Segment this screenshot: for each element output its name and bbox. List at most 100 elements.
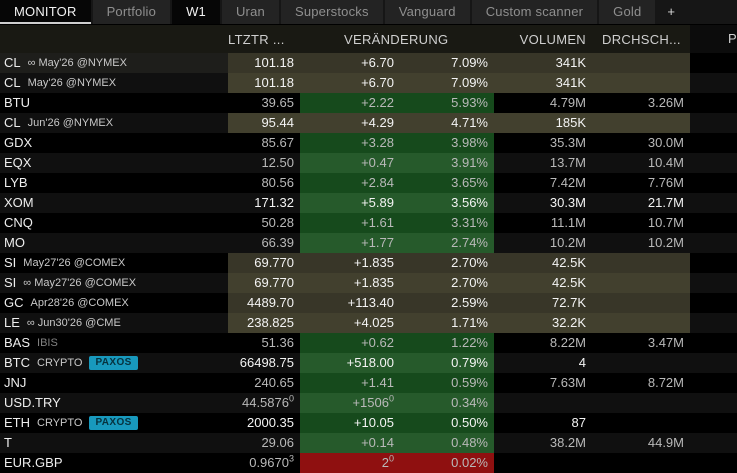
- contract-detail: CRYPTO: [37, 357, 83, 369]
- tab-portfolio[interactable]: Portfolio: [92, 0, 171, 24]
- volume-cell: 8.22M: [549, 335, 586, 350]
- table-row[interactable]: CL Jun'26 @NYMEX 95.44 +4.29 4.71% 185K: [0, 113, 737, 133]
- ticker-symbol: MO: [4, 235, 25, 250]
- volume-cell: 35.3M: [549, 135, 586, 150]
- tab-custom-scanner[interactable]: Custom scanner: [471, 0, 598, 24]
- table-row[interactable]: BAS IBIS 51.36 +0.62 1.22% 8.22M 3.47M: [0, 333, 737, 353]
- change-cell: +0.62: [300, 333, 400, 353]
- tab-w1[interactable]: W1: [172, 0, 220, 24]
- table-row[interactable]: EUR.GBP 0.96703 20 0.02%: [0, 453, 737, 473]
- table-row[interactable]: BTC CRYPTO PAXOS 66498.75 +518.00 0.79% …: [0, 353, 737, 373]
- tab-vanguard[interactable]: Vanguard: [384, 0, 470, 24]
- header-last-price[interactable]: LTZTR ...: [228, 31, 285, 47]
- percent-cell: 3.31%: [400, 213, 494, 233]
- p-cell: [690, 113, 737, 133]
- table-row[interactable]: GDX 85.67 +3.28 3.98% 35.3M 30.0M: [0, 133, 737, 153]
- volume-cell: 341K: [494, 73, 592, 93]
- table-row[interactable]: EQX 12.50 +0.47 3.91% 13.7M 10.4M: [0, 153, 737, 173]
- p-cell: [690, 293, 737, 313]
- table-row[interactable]: LE ∞ Jun30'26 @CME 238.825 +4.025 1.71% …: [0, 313, 737, 333]
- tab-superstocks[interactable]: Superstocks: [280, 0, 383, 24]
- ticker-cell: CL ∞ May'26 @NYMEX: [0, 53, 228, 73]
- p-cell: [690, 373, 737, 393]
- ticker-symbol: BTC: [4, 355, 30, 370]
- percent-cell: 0.48%: [400, 433, 494, 453]
- avg-volume-cell: [592, 253, 690, 273]
- table-row[interactable]: LYB 80.56 +2.84 3.65% 7.42M 7.76M: [0, 173, 737, 193]
- p-cell: [690, 93, 737, 113]
- table-header: LTZTR ... VERÄNDERUNG VOLUMEN DRCHSCH...…: [0, 25, 737, 53]
- volume-cell: [494, 393, 592, 413]
- percent-cell: 0.02%: [400, 453, 494, 473]
- last-price-cell: 69.770: [228, 273, 300, 293]
- percent-cell: 3.65%: [400, 173, 494, 193]
- table-row[interactable]: XOM 171.32 +5.89 3.56% 30.3M 21.7M: [0, 193, 737, 213]
- avg-volume-cell: 7.76M: [647, 175, 684, 190]
- avg-volume-cell: [592, 313, 690, 333]
- contract-detail: IBIS: [37, 337, 58, 349]
- avg-volume-cell: [592, 113, 690, 133]
- ticker-cell: CL May'26 @NYMEX: [0, 73, 228, 93]
- table-row[interactable]: ETH CRYPTO PAXOS 2000.35 +10.05 0.50% 87: [0, 413, 737, 433]
- contract-detail: CRYPTO: [37, 417, 83, 429]
- tab-gold[interactable]: Gold: [599, 0, 656, 24]
- table-row[interactable]: GC Apr28'26 @COMEX 4489.70 +113.40 2.59%…: [0, 293, 737, 313]
- volume-cell: 30.3M: [549, 195, 586, 210]
- change-cell: +1.41: [300, 373, 400, 393]
- change-cell: +2.22: [300, 93, 400, 113]
- header-p[interactable]: P: [690, 25, 737, 53]
- change-cell: +3.28: [300, 133, 400, 153]
- percent-cell: 2.74%: [400, 233, 494, 253]
- table-row[interactable]: USD.TRY 44.58760 +15060 0.34%: [0, 393, 737, 413]
- contract-detail: Apr28'26 @COMEX: [30, 297, 129, 309]
- tab-uran[interactable]: Uran: [221, 0, 279, 24]
- ticker-cell: LE ∞ Jun30'26 @CME: [0, 313, 228, 333]
- ticker-cell: SI May27'26 @COMEX: [0, 253, 228, 273]
- table-row[interactable]: T 29.06 +0.14 0.48% 38.2M 44.9M: [0, 433, 737, 453]
- p-cell: [690, 173, 737, 193]
- table-row[interactable]: CL May'26 @NYMEX 101.18 +6.70 7.09% 341K: [0, 73, 737, 93]
- avg-volume-cell: [592, 453, 690, 473]
- p-cell: [690, 273, 737, 293]
- last-price-cell: 2000.35: [247, 415, 294, 430]
- table-row[interactable]: SI May27'26 @COMEX 69.770 +1.835 2.70% 4…: [0, 253, 737, 273]
- percent-cell: 3.91%: [400, 153, 494, 173]
- p-cell: [690, 353, 737, 373]
- tab--[interactable]: +: [657, 0, 686, 24]
- ticker-symbol: BAS: [4, 335, 31, 350]
- header-volume[interactable]: VOLUMEN: [519, 31, 586, 47]
- ticker-symbol: XOM: [4, 195, 34, 210]
- volume-cell: 10.2M: [549, 235, 586, 250]
- table-row[interactable]: BTU 39.65 +2.22 5.93% 4.79M 3.26M: [0, 93, 737, 113]
- ticker-cell: BTC CRYPTO PAXOS: [0, 353, 228, 373]
- ticker-symbol: CL: [4, 75, 21, 90]
- avg-volume-cell: 21.7M: [647, 195, 684, 210]
- last-price-cell: 95.44: [228, 113, 300, 133]
- avg-volume-cell: [592, 393, 690, 413]
- table-row[interactable]: SI ∞ May27'26 @COMEX 69.770 +1.835 2.70%…: [0, 273, 737, 293]
- table-row[interactable]: MO 66.39 +1.77 2.74% 10.2M 10.2M: [0, 233, 737, 253]
- table-row[interactable]: CL ∞ May'26 @NYMEX 101.18 +6.70 7.09% 34…: [0, 53, 737, 73]
- last-price-cell: 29.06: [261, 435, 294, 450]
- avg-volume-cell: [592, 273, 690, 293]
- p-cell: [690, 193, 737, 213]
- avg-volume-cell: 8.72M: [647, 375, 684, 390]
- tab-monitor[interactable]: MONITOR: [0, 0, 91, 24]
- change-cell: +1.77: [300, 233, 400, 253]
- avg-volume-cell: [592, 413, 690, 433]
- ticker-cell: LYB: [0, 173, 228, 193]
- ticker-cell: MO: [0, 233, 228, 253]
- table-row[interactable]: JNJ 240.65 +1.41 0.59% 7.63M 8.72M: [0, 373, 737, 393]
- ticker-symbol: GC: [4, 295, 24, 310]
- ticker-cell: GDX: [0, 133, 228, 153]
- change-cell: +1.835: [300, 273, 400, 293]
- change-cell: +1.61: [300, 213, 400, 233]
- header-avg-volume[interactable]: DRCHSCH...: [602, 31, 681, 47]
- percent-cell: 7.09%: [400, 73, 494, 93]
- volume-cell: 32.2K: [494, 313, 592, 333]
- header-change[interactable]: VERÄNDERUNG: [344, 31, 449, 47]
- table-row[interactable]: CNQ 50.28 +1.61 3.31% 11.1M 10.7M: [0, 213, 737, 233]
- percent-cell: 2.70%: [400, 273, 494, 293]
- ticker-cell: CNQ: [0, 213, 228, 233]
- ticker-cell: GC Apr28'26 @COMEX: [0, 293, 228, 313]
